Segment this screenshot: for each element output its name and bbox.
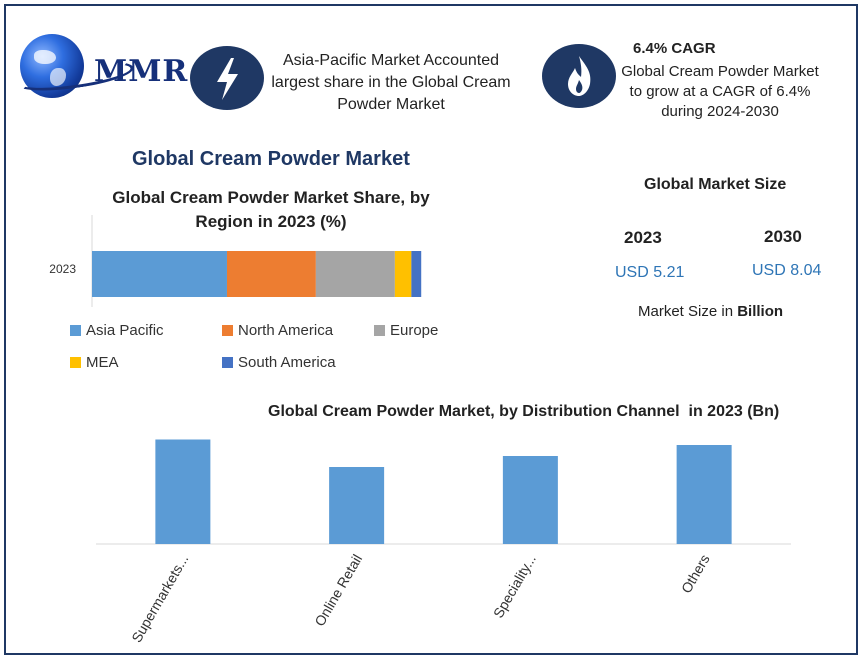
legend-swatch — [374, 325, 385, 336]
region-bar-segment — [92, 251, 227, 297]
legend-item-south-america: South America — [222, 354, 336, 371]
highlight-cagr-line: to grow at a CAGR of 6.4% — [629, 83, 811, 100]
market-size-year-2023: 2023 — [624, 228, 662, 247]
region-bar-segment — [226, 251, 316, 297]
channel-bar — [155, 439, 211, 544]
channel-category-label: Speciality... — [490, 552, 539, 621]
channel-category-label: Others — [678, 552, 713, 596]
lightning-bolt-icon — [190, 46, 264, 110]
region-bar-segment — [411, 251, 422, 297]
legend-item-north-america: North America — [222, 322, 333, 339]
region-chart-title-line: Global Cream Powder Market Share, by — [112, 188, 430, 207]
highlight-apac-text: Asia-Pacific Market Accounted largest sh… — [261, 50, 521, 116]
highlight-cagr-text: Global Cream Powder Market to grow at a … — [612, 62, 828, 122]
region-chart-title: Global Cream Powder Market Share, by Reg… — [96, 186, 446, 234]
channel-category-label: Online Retail — [311, 552, 365, 629]
highlight-apac-line: largest share in the Global Cream — [271, 74, 511, 91]
globe-logo-icon — [20, 34, 84, 98]
region-share-chart: 2023 — [49, 215, 422, 307]
legend-swatch — [70, 325, 81, 336]
channel-category-label: Supermarkets... — [128, 552, 191, 646]
cagr-heading: 6.4% CAGR — [633, 40, 716, 57]
legend-label: Europe — [390, 322, 439, 339]
region-category-label: 2023 — [49, 262, 76, 276]
market-size-value-2030: USD 8.04 — [752, 262, 822, 279]
channel-bar-chart: Supermarkets... Online Retail Speciality..… — [96, 439, 791, 646]
infographic-frame: MMR Asia-Pacific Market Accounted larges… — [4, 4, 858, 655]
market-size-note-prefix: Market Size in — [638, 303, 738, 320]
highlight-cagr-line: Global Cream Powder Market — [621, 63, 819, 80]
legend-swatch — [222, 325, 233, 336]
legend-label: Asia Pacific — [86, 322, 164, 339]
legend-label: North America — [238, 322, 334, 339]
channel-chart-title: Global Cream Powder Market, by Distribut… — [268, 403, 780, 420]
legend-label: MEA — [86, 354, 119, 371]
region-chart-title-line: Region in 2023 (%) — [195, 212, 347, 231]
legend-label: South America — [238, 354, 336, 371]
legend-item-asia-pacific: Asia Pacific — [70, 322, 164, 339]
market-size-value-2023: USD 5.21 — [615, 264, 685, 281]
legend-swatch — [222, 357, 233, 368]
market-size-note-unit: Billion — [737, 303, 784, 320]
region-bar-segment — [315, 251, 395, 297]
market-size-note: Market Size in Billion — [638, 303, 783, 320]
flame-icon — [542, 44, 616, 108]
market-size-title: Global Market Size — [644, 176, 787, 193]
highlight-apac-line: Asia-Pacific Market Accounted — [282, 52, 500, 69]
market-size-year-2030: 2030 — [764, 227, 802, 246]
main-title: Global Cream Powder Market — [132, 148, 410, 170]
channel-bar — [502, 456, 558, 544]
legend-item-mea: MEA — [70, 354, 119, 371]
channel-bar — [329, 467, 385, 544]
legend-swatch — [70, 357, 81, 368]
highlight-cagr-line: during 2024-2030 — [661, 103, 779, 120]
legend-item-europe: Europe — [374, 322, 438, 339]
logo-text: MMR — [94, 54, 189, 89]
region-bar-segment — [394, 251, 412, 297]
highlight-apac-line: Powder Market — [337, 96, 445, 113]
channel-bar — [676, 445, 732, 544]
